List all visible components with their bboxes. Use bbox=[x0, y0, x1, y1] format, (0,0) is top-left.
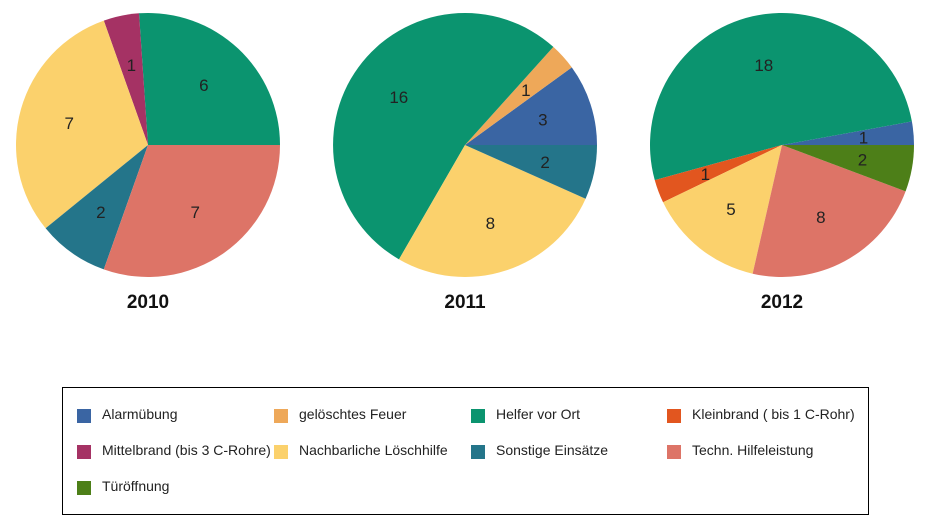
legend-swatch bbox=[471, 409, 485, 423]
slice-label-2012-helfer-vor-ort: 18 bbox=[754, 56, 773, 75]
slice-label-2011-helfer-vor-ort: 16 bbox=[389, 88, 408, 107]
slice-2011-helfer-vor-ort bbox=[333, 13, 554, 260]
legend-swatch bbox=[77, 481, 91, 495]
slice-2011-nachbarliche-l-schhilfe bbox=[399, 145, 586, 278]
slice-2012-techn-hilfeleistung bbox=[752, 145, 906, 277]
slice-label-2010-techn-hilfeleistung: 7 bbox=[190, 203, 199, 222]
slice-label-2012-t-r-ffnung: 2 bbox=[858, 151, 867, 170]
pie-title-2012: 2012 bbox=[761, 292, 803, 313]
slice-label-2011-sonstige-eins-tze: 2 bbox=[540, 153, 549, 172]
slice-2011-sonstige-eins-tze bbox=[465, 145, 598, 199]
slice-label-2011-gel-schtes-feuer: 1 bbox=[521, 81, 530, 100]
legend-swatch bbox=[77, 445, 91, 459]
pie-title-2010: 2010 bbox=[127, 292, 169, 313]
legend-swatch bbox=[667, 409, 681, 423]
slice-2012-t-r-ffnung bbox=[782, 145, 914, 192]
legend-label: Mittelbrand (bis 3 C-Rohre) bbox=[102, 442, 271, 458]
slice-2012-nachbarliche-l-schhilfe bbox=[663, 145, 782, 274]
slice-label-2012-techn-hilfeleistung: 8 bbox=[816, 208, 825, 227]
legend-swatch bbox=[471, 445, 485, 459]
slice-2012-alarm-bung bbox=[782, 121, 914, 145]
pie-2010: 6 1 7 2 7 2010 bbox=[16, 13, 281, 313]
legend-swatch bbox=[667, 445, 681, 459]
slice-2012-kleinbrand-bis-1-c-rohr bbox=[654, 145, 782, 203]
slice-2010-nachbarliche-l-schhilfe bbox=[16, 20, 149, 229]
legend-swatch bbox=[274, 409, 288, 423]
slice-2011-gel-schtes-feuer bbox=[465, 46, 572, 145]
slice-2010-techn-hilfeleistung bbox=[103, 145, 281, 278]
slice-label-2010-sonstige-eins-tze: 2 bbox=[96, 203, 105, 222]
slice-label-2010-helfer-vor-ort: 6 bbox=[199, 76, 208, 95]
slice-label-2012-kleinbrand-bis-1-c-rohr: 1 bbox=[701, 165, 710, 184]
slice-2012-helfer-vor-ort bbox=[649, 12, 912, 181]
slice-2010-helfer-vor-ort bbox=[138, 13, 280, 146]
slice-label-2010-nachbarliche-l-schhilfe: 7 bbox=[64, 114, 73, 133]
legend-label: Techn. Hilfeleistung bbox=[692, 442, 814, 458]
legend-label: gelöschtes Feuer bbox=[299, 406, 407, 422]
slice-label-2012-alarm-bung: 1 bbox=[859, 129, 868, 148]
legend-swatch bbox=[77, 409, 91, 423]
legend-swatch bbox=[274, 445, 288, 459]
legend-label: Kleinbrand ( bis 1 C-Rohr) bbox=[692, 406, 855, 422]
slice-2011-alarm-bung bbox=[465, 67, 597, 145]
legend-label: Nachbarliche Löschhilfe bbox=[299, 442, 448, 458]
pie-title-2011: 2011 bbox=[444, 292, 486, 313]
slice-2010-sonstige-eins-tze bbox=[45, 145, 148, 270]
legend-label: Helfer vor Ort bbox=[496, 406, 581, 422]
pie-2011: 31 16 8 2 2011 bbox=[333, 13, 598, 313]
slice-label-2012-nachbarliche-l-schhilfe: 5 bbox=[726, 200, 735, 219]
slice-label-2010-mittelbrand-bis-3-c-rohre: 1 bbox=[127, 56, 136, 75]
legend-label: Sonstige Einsätze bbox=[496, 442, 609, 458]
legend: Alarmübung gelöschtes Feuer Helfer vor Ort… bbox=[62, 387, 869, 515]
legend-label: Türöffnung bbox=[102, 478, 170, 494]
slice-label-2011-nachbarliche-l-schhilfe: 8 bbox=[486, 214, 495, 233]
legend-label: Alarmübung bbox=[102, 406, 178, 422]
slice-2010-mittelbrand-bis-3-c-rohre bbox=[103, 13, 148, 146]
slice-label-2011-alarm-bung: 3 bbox=[538, 111, 547, 130]
